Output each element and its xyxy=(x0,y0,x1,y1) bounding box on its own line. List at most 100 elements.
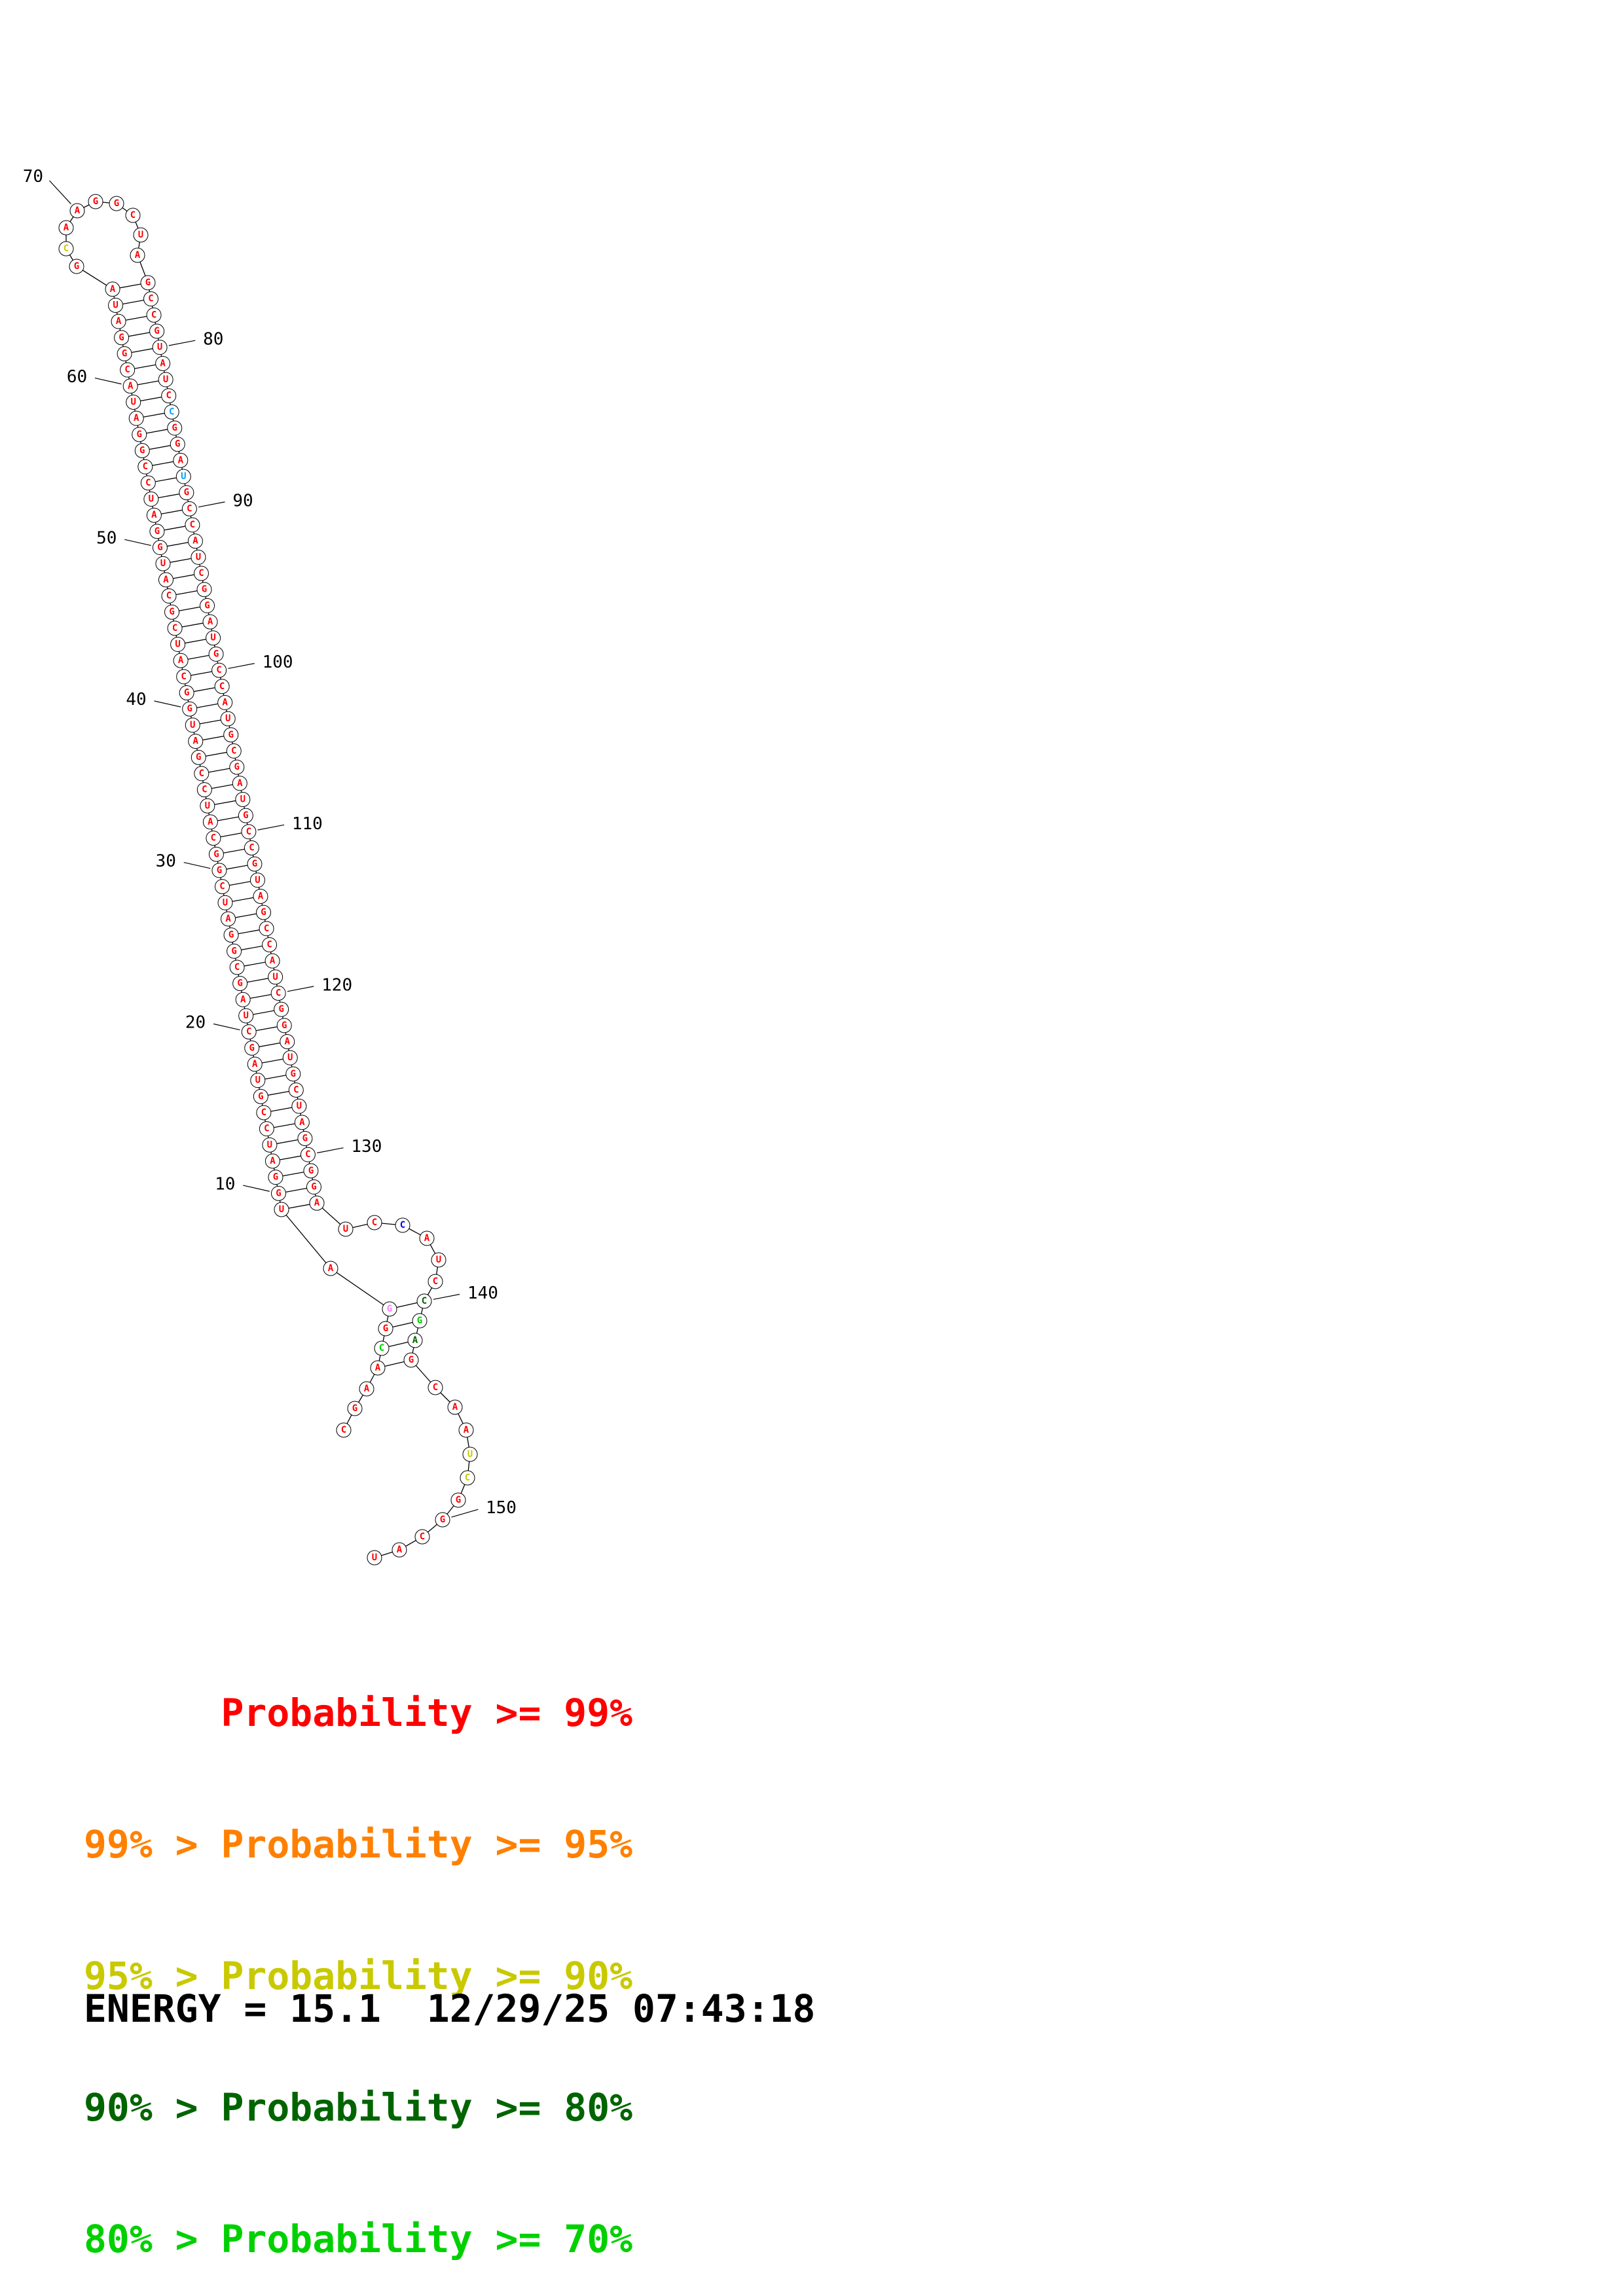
nucleotide: G xyxy=(134,443,150,459)
nucleotide-letter: G xyxy=(184,488,189,498)
nucleotide-letter: G xyxy=(252,859,257,869)
nucleotide: C xyxy=(161,388,177,404)
nucleotide: U xyxy=(367,1550,382,1566)
nucleotide: C xyxy=(414,1529,430,1545)
nucleotide-letter: A xyxy=(178,655,184,666)
nucleotide-letter: G xyxy=(169,607,174,617)
nucleotide: C xyxy=(226,743,242,759)
nucleotide-letter: A xyxy=(225,914,231,924)
nucleotide: U xyxy=(158,372,173,387)
nucleotide: U xyxy=(274,1202,289,1217)
nucleotide-letter: G xyxy=(291,1069,296,1079)
nucleotide-letter: C xyxy=(198,568,204,579)
nucleotide: G xyxy=(196,582,212,598)
nucleotide-letter: C xyxy=(216,665,221,675)
nucleotide-letter: U xyxy=(190,720,195,730)
label-leader-line xyxy=(183,862,211,869)
nucleotide: G xyxy=(114,330,130,346)
nucleotide-letter: A xyxy=(208,617,213,627)
nucleotide: A xyxy=(458,1422,474,1438)
nucleotide-letter: G xyxy=(276,1188,281,1198)
nucleotide: C xyxy=(214,679,230,694)
nucleotide-letter: A xyxy=(464,1425,469,1435)
nucleotide: A xyxy=(294,1115,310,1130)
nucleotide-letter: A xyxy=(64,223,69,233)
nucleotide-letter: C xyxy=(145,478,151,488)
nucleotide: G xyxy=(117,346,132,361)
label-leader-line xyxy=(124,539,151,547)
nucleotide: C xyxy=(125,207,141,223)
nucleotide-letter: G xyxy=(213,849,219,859)
nucleotide-letter: A xyxy=(328,1263,334,1274)
nucleotide: G xyxy=(270,1185,286,1201)
nucleotide: C xyxy=(428,1380,443,1395)
nucleotide: A xyxy=(280,1033,295,1049)
nucleotide-letter: G xyxy=(228,930,234,941)
nucleotide-letter: U xyxy=(255,1075,261,1086)
nucleotide-letter: G xyxy=(157,543,162,553)
nucleotide: U xyxy=(152,340,168,355)
nucleotide-letter: G xyxy=(409,1355,414,1365)
position-label: 130 xyxy=(351,1137,382,1157)
nucleotide-letter: C xyxy=(422,1296,427,1306)
position-label: 110 xyxy=(292,814,323,834)
nucleotide: C xyxy=(58,241,74,257)
nucleotide: C xyxy=(206,831,221,846)
nucleotide-letter: A xyxy=(270,1156,276,1166)
nucleotide: A xyxy=(359,1381,374,1397)
nucleotide-letter: U xyxy=(343,1224,348,1234)
nucleotide-letter: U xyxy=(157,342,162,353)
nucleotide: G xyxy=(109,196,124,211)
nucleotide-letter: C xyxy=(172,623,177,634)
nucleotide: G xyxy=(347,1401,363,1416)
nucleotide: A xyxy=(309,1195,325,1211)
nucleotide-letter: A xyxy=(314,1198,320,1208)
nucleotide: C xyxy=(367,1215,382,1230)
nucleotide-letter: U xyxy=(467,1449,473,1460)
nucleotide: G xyxy=(182,701,198,717)
nucleotide: U xyxy=(249,872,265,888)
nucleotide: G xyxy=(179,685,194,701)
nucleotide: C xyxy=(259,921,274,937)
basepair-lines xyxy=(112,282,425,1369)
nucleotide-letter: C xyxy=(199,768,204,779)
label-leader-line xyxy=(48,180,71,205)
nucleotide: G xyxy=(297,1131,313,1147)
nucleotide: G xyxy=(227,943,242,959)
nucleotide: C xyxy=(196,782,212,798)
nucleotide-letter: C xyxy=(202,785,207,795)
nucleotide: C xyxy=(241,1024,257,1040)
position-labels: 10 20 30 40 50 60 70 80 90 100 110 120 130 140 150 xyxy=(23,167,517,1518)
nucleotide-letter: U xyxy=(223,897,228,908)
nucleotide-letter: U xyxy=(287,1052,293,1063)
position-label: 120 xyxy=(321,975,352,995)
nucleotide-letter: C xyxy=(276,988,281,998)
nucleotide-letter: U xyxy=(255,875,260,886)
nucleotide: A xyxy=(130,247,145,263)
label-leader-line xyxy=(168,340,196,346)
nucleotide: G xyxy=(274,1001,289,1017)
nucleotide-letter: C xyxy=(166,391,171,401)
nucleotide: C xyxy=(288,1083,304,1098)
nucleotide-letter: G xyxy=(145,278,151,288)
nucleotide: C xyxy=(270,985,286,1001)
nucleotide-letter: G xyxy=(383,1323,388,1334)
nucleotide: U xyxy=(431,1252,447,1268)
nucleotide-letter: G xyxy=(184,688,189,698)
nucleotide-letter: C xyxy=(341,1425,346,1435)
position-label: 30 xyxy=(156,852,176,871)
nucleotides: CGAACGGAUGGAUCCGUAGCUAGCGGAUCGGCAUCCGAUG… xyxy=(58,194,478,1566)
nucleotide-letter: U xyxy=(210,633,215,643)
nucleotide: C xyxy=(211,662,227,678)
nucleotide-letter: A xyxy=(178,455,184,465)
legend-row-p95: 99% > Probability >= 95% xyxy=(84,1822,633,1867)
nucleotide-letter: A xyxy=(134,413,139,423)
nucleotide: A xyxy=(187,533,203,549)
nucleotide: A xyxy=(447,1399,463,1415)
nucleotide: A xyxy=(158,572,173,588)
nucleotide: C xyxy=(164,404,179,420)
nucleotide: A xyxy=(232,776,247,791)
nucleotide-letter: C xyxy=(400,1220,405,1230)
nucleotide: G xyxy=(167,420,183,436)
nucleotide: A xyxy=(247,1056,263,1072)
